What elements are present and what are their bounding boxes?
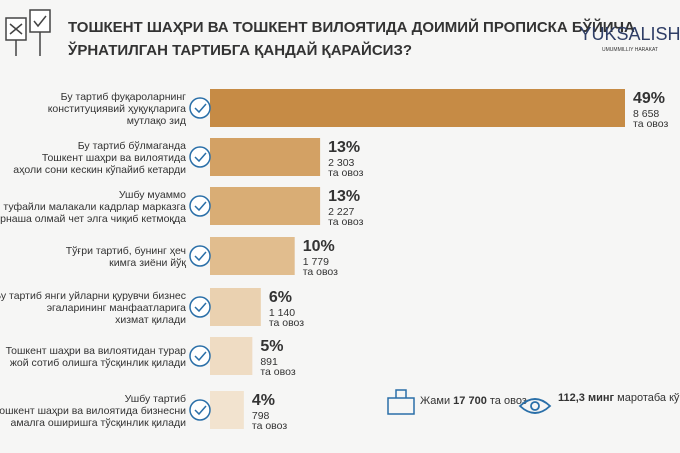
category-label: Бу тартиб бўлмаганда Тошкент шаҳри ва вил… bbox=[13, 140, 186, 176]
category-line: хизмат қилади bbox=[115, 314, 186, 326]
check-circle bbox=[189, 296, 211, 318]
value-label: 13% bbox=[328, 139, 360, 156]
bar bbox=[210, 187, 321, 225]
check-mark bbox=[194, 351, 207, 362]
check-mark bbox=[194, 103, 207, 114]
vote-count: 2 227 bbox=[328, 206, 354, 218]
category-line: Ушбу тартиб bbox=[125, 393, 186, 405]
value-label: 13% bbox=[328, 188, 360, 205]
chart-title: ЎРНАТИЛГАН ТАРТИБГА ҚАНДАЙ ҚАРАЙСИЗ? bbox=[67, 41, 412, 59]
category-line: Бу тартиб бўлмаганда bbox=[78, 140, 186, 152]
vote-count: 1 779 bbox=[303, 256, 329, 268]
vote-unit: та овоз bbox=[260, 366, 295, 378]
check-circle bbox=[189, 345, 211, 367]
check-mark bbox=[194, 201, 207, 212]
bar bbox=[210, 337, 253, 375]
check-circle bbox=[189, 146, 211, 168]
check-circle bbox=[189, 97, 211, 119]
category-line: жой сотиб олишга тўсқинлик қилади bbox=[10, 357, 186, 369]
category-line: туфайли малакали кадрлар марказга bbox=[3, 201, 186, 213]
check-mark bbox=[194, 251, 207, 262]
chart-title: ТОШКЕНТ ШАҲРИ ВА ТОШКЕНТ ВИЛОЯТИДА ДОИМИ… bbox=[68, 18, 635, 36]
vote-unit: та овоз bbox=[269, 317, 304, 329]
category-label: Бу тартиб фуқароларнинг конституциявий ҳу… bbox=[48, 91, 186, 127]
ballot-icon bbox=[387, 389, 415, 415]
check-mark bbox=[194, 302, 207, 313]
check-mark bbox=[194, 152, 207, 163]
category-line: амалга оширишга тўсқинлик қилади bbox=[11, 417, 187, 429]
vote-count: 1 140 bbox=[269, 307, 295, 319]
poll-icon bbox=[5, 9, 51, 56]
vote-unit: та овоз bbox=[633, 118, 668, 130]
category-line: аҳоли сони кескин кўпайиб кетарди bbox=[13, 164, 186, 176]
value-label: 4% bbox=[252, 392, 275, 409]
vote-count: 8 658 bbox=[633, 108, 659, 120]
category-line: Бу тартиб фуқароларнинг bbox=[61, 91, 186, 103]
vote-count: 798 bbox=[252, 410, 270, 422]
category-line: конституциявий ҳуқуқларига bbox=[48, 103, 186, 115]
category-line: Тошкент шаҳри ва вилоятида bbox=[42, 152, 186, 164]
vote-unit: та овоз bbox=[252, 420, 287, 432]
value-label: 10% bbox=[303, 238, 335, 255]
check-circle bbox=[189, 399, 211, 421]
category-label: Тошкент шаҳри ва вилоятидан турар жой сот… bbox=[6, 345, 187, 369]
check-circle bbox=[189, 245, 211, 267]
category-line: Ушбу муаммо bbox=[119, 189, 186, 201]
value-label: 6% bbox=[269, 289, 292, 306]
value-label: 5% bbox=[260, 338, 283, 355]
logo: YUKSALISH bbox=[579, 24, 680, 44]
vote-unit: та овоз bbox=[303, 266, 338, 278]
value-label: 49% bbox=[633, 90, 665, 107]
category-line: Тўғри тартиб, бунинг ҳеч bbox=[66, 245, 186, 257]
category-line: эгаларининг манфаатларига bbox=[47, 302, 186, 314]
vote-count: 891 bbox=[260, 356, 278, 368]
category-label: Ушбу тартиб Тошкент шаҳри ва вилоятида би… bbox=[0, 393, 186, 429]
category-label: Ушбу муаммо туфайли малакали кадрлар марк… bbox=[0, 189, 186, 225]
category-label: Тўғри тартиб, бунинг ҳеч кимга зиёни йўқ bbox=[66, 245, 187, 269]
total: Жами 17 700 та овоз bbox=[420, 395, 527, 407]
bar bbox=[210, 237, 295, 275]
category-line: Тошкент шаҳри ва вилоятида бизнесни bbox=[0, 405, 186, 417]
check-circle bbox=[189, 195, 211, 217]
bar bbox=[210, 138, 321, 176]
category-line: Бу тартиб янги уйларни қурувчи бизнес bbox=[0, 290, 186, 302]
bar bbox=[210, 89, 625, 127]
category-line: ўрнаша олмай чет элга чиқиб кетмоқда bbox=[0, 213, 186, 225]
logo-sub: UMUMMILLIY HARAKAT bbox=[602, 47, 658, 53]
category-line: кимга зиёни йўқ bbox=[109, 257, 186, 269]
views: 112,3 минг маротаба кўрилди bbox=[558, 392, 680, 404]
check-mark bbox=[194, 405, 207, 416]
vote-unit: та овоз bbox=[328, 216, 363, 228]
category-line: мутлақо зид bbox=[127, 115, 186, 127]
bar bbox=[210, 391, 244, 429]
bar bbox=[210, 288, 261, 326]
category-label: Бу тартиб янги уйларни қурувчи бизнес эга… bbox=[0, 290, 186, 326]
category-line: Тошкент шаҳри ва вилоятидан турар bbox=[6, 345, 187, 357]
vote-count: 2 303 bbox=[328, 157, 354, 169]
vote-unit: та овоз bbox=[328, 167, 363, 179]
eye-icon bbox=[518, 398, 552, 414]
